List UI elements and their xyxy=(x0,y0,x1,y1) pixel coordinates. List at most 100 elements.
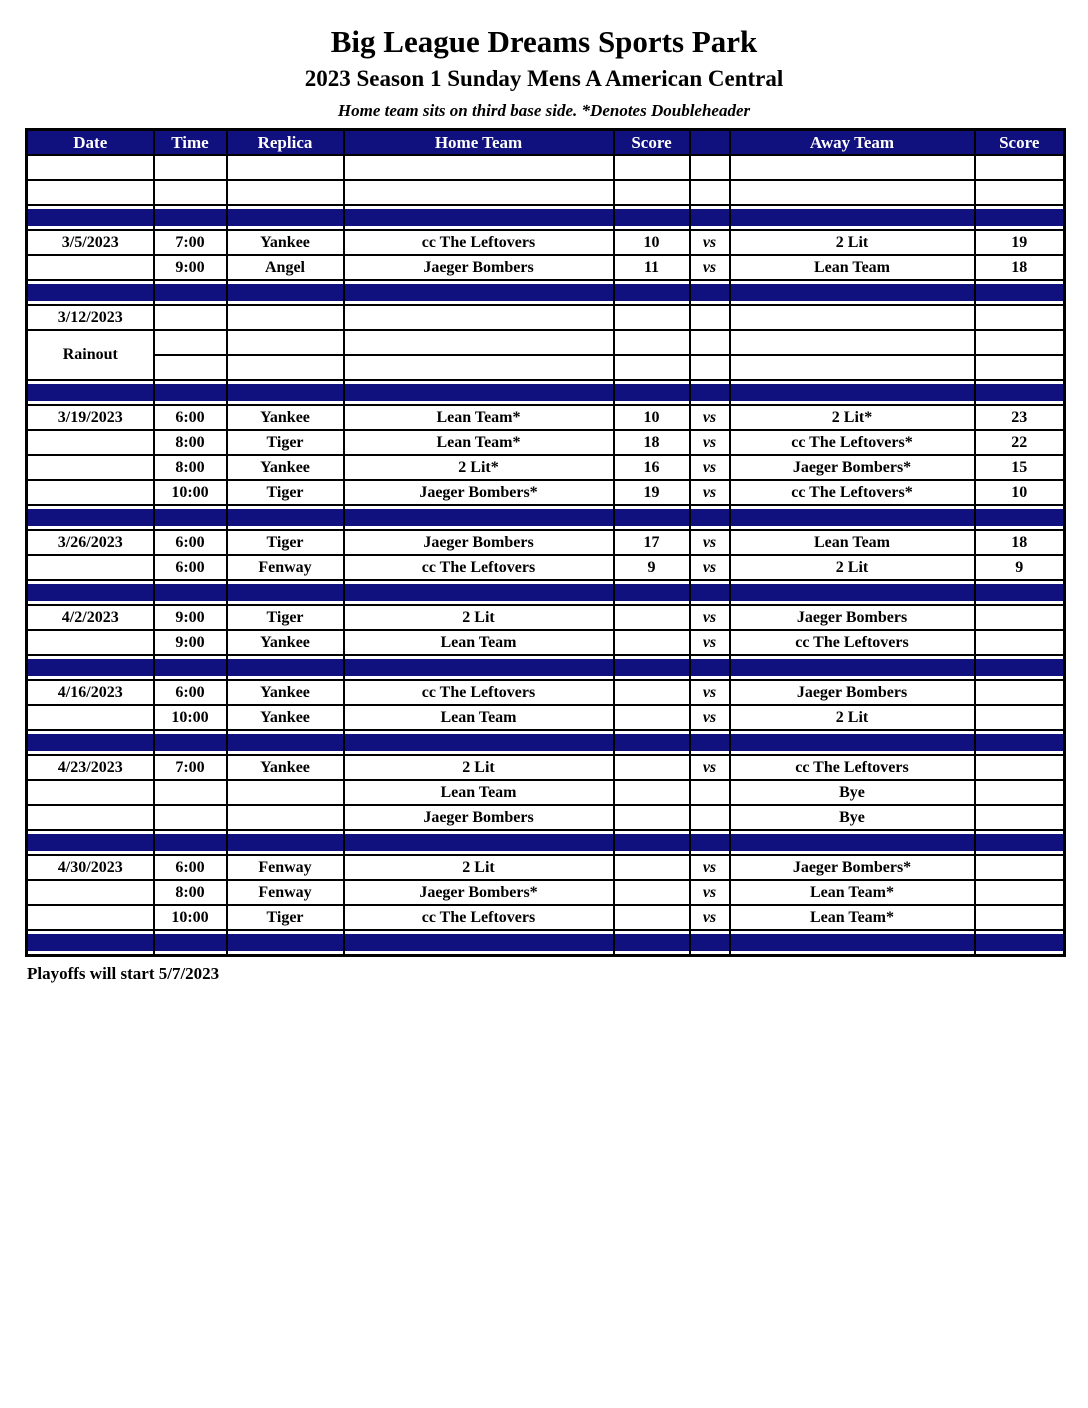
home-score-cell xyxy=(612,504,691,531)
away-score-cell xyxy=(973,654,1066,681)
vs-cell xyxy=(688,729,731,756)
away-team-cell xyxy=(728,279,976,306)
away-score-cell xyxy=(973,929,1066,957)
home-team-cell xyxy=(342,579,615,606)
away-score-cell xyxy=(973,729,1066,756)
away-score-cell xyxy=(973,579,1066,606)
home-team-cell xyxy=(342,654,615,681)
home-team-cell: Jaeger Bombers* xyxy=(342,879,615,906)
time-cell xyxy=(152,579,228,606)
date-cell xyxy=(25,779,155,806)
replica-cell xyxy=(225,929,345,957)
away-team-cell: Lean Team xyxy=(728,254,976,281)
game-row: 10:00 Yankee Lean Team vs 2 Lit xyxy=(25,704,1066,731)
replica-cell xyxy=(225,729,345,756)
vs-cell: vs xyxy=(688,229,731,256)
replica-cell: Yankee xyxy=(225,704,345,731)
away-team-cell xyxy=(728,154,976,181)
time-cell: 10:00 xyxy=(152,904,228,931)
date-cell xyxy=(25,929,155,957)
home-score-cell xyxy=(612,329,691,356)
time-cell xyxy=(152,179,228,206)
away-team-cell: 2 Lit xyxy=(728,704,976,731)
home-score-cell xyxy=(612,704,691,731)
vs-cell xyxy=(688,779,731,806)
time-cell xyxy=(152,329,228,356)
replica-cell: Yankee xyxy=(225,754,345,781)
replica-cell: Tiger xyxy=(225,604,345,631)
time-cell xyxy=(152,204,228,231)
home-score-cell xyxy=(612,604,691,631)
col-header-date: Date xyxy=(25,128,155,156)
away-score-cell xyxy=(973,804,1066,831)
col-header-home-team: Home Team xyxy=(342,128,615,156)
away-team-cell: Lean Team* xyxy=(728,879,976,906)
away-score-cell: 18 xyxy=(973,254,1066,281)
home-team-cell: cc The Leftovers xyxy=(342,679,615,706)
time-cell xyxy=(152,279,228,306)
rainout-row xyxy=(27,354,1066,381)
vs-cell: vs xyxy=(688,854,731,881)
away-score-cell xyxy=(973,779,1066,806)
away-score-cell xyxy=(973,629,1066,656)
home-score-cell xyxy=(612,679,691,706)
col-header-away-score: Score xyxy=(973,128,1066,156)
away-team-cell xyxy=(728,329,976,356)
home-score-cell xyxy=(612,179,691,206)
away-score-cell: 22 xyxy=(973,429,1066,456)
away-score-cell xyxy=(973,679,1066,706)
home-team-cell: 2 Lit* xyxy=(342,454,615,481)
away-score-cell xyxy=(973,754,1066,781)
empty-row xyxy=(25,154,1066,181)
game-row: 8:00 Fenway Jaeger Bombers* vs Lean Team* xyxy=(25,879,1066,906)
home-team-cell: Lean Team xyxy=(342,704,615,731)
date-cell: 3/26/2023 xyxy=(25,529,155,556)
vs-cell xyxy=(688,204,731,231)
time-cell xyxy=(152,154,228,181)
replica-cell: Fenway xyxy=(225,854,345,881)
separator-row xyxy=(25,279,1066,306)
game-row: 4/2/2023 9:00 Tiger 2 Lit vs Jaeger Bombers xyxy=(25,604,1066,631)
replica-cell: Angel xyxy=(225,254,345,281)
col-header-vs xyxy=(688,128,731,156)
vs-cell xyxy=(688,829,731,856)
header-row: Date Time Replica Home Team Score Away T… xyxy=(25,128,1066,156)
game-row: 3/26/2023 6:00 Tiger Jaeger Bombers 17 vs Lean… xyxy=(25,529,1066,556)
time-cell: 6:00 xyxy=(152,679,228,706)
home-team-cell xyxy=(342,154,615,181)
date-cell: 3/12/2023 xyxy=(25,304,155,331)
home-team-cell: Lean Team* xyxy=(342,429,615,456)
game-row: 9:00 Angel Jaeger Bombers 11 vs Lean Team 18 xyxy=(25,254,1066,281)
date-cell xyxy=(25,554,155,581)
replica-cell: Tiger xyxy=(225,429,345,456)
date-cell xyxy=(25,654,155,681)
game-row: 10:00 Tiger Jaeger Bombers* 19 vs cc The Left… xyxy=(25,479,1066,506)
away-score-cell: 15 xyxy=(973,454,1066,481)
away-team-cell: 2 Lit* xyxy=(728,404,976,431)
replica-cell: Tiger xyxy=(225,904,345,931)
time-cell xyxy=(152,804,228,831)
home-team-cell xyxy=(342,504,615,531)
date-cell xyxy=(25,579,155,606)
home-team-cell: 2 Lit xyxy=(342,854,615,881)
home-score-cell: 11 xyxy=(612,254,691,281)
date-cell xyxy=(25,379,155,406)
vs-cell xyxy=(688,579,731,606)
col-header-away-team: Away Team xyxy=(728,128,976,156)
replica-cell: Yankee xyxy=(225,229,345,256)
time-cell xyxy=(152,504,228,531)
replica-cell xyxy=(225,179,345,206)
vs-cell: vs xyxy=(688,454,731,481)
time-cell: 7:00 xyxy=(152,754,228,781)
date-cell: 4/2/2023 xyxy=(25,604,155,631)
replica-cell: Yankee xyxy=(225,454,345,481)
vs-cell xyxy=(688,304,731,331)
vs-cell: vs xyxy=(688,529,731,556)
game-row: 8:00 Tiger Lean Team* 18 vs cc The Leftovers*… xyxy=(25,429,1066,456)
home-score-cell xyxy=(612,379,691,406)
away-score-cell xyxy=(973,829,1066,856)
away-score-cell: 10 xyxy=(973,479,1066,506)
replica-cell xyxy=(225,354,345,381)
home-team-cell: 2 Lit xyxy=(342,754,615,781)
